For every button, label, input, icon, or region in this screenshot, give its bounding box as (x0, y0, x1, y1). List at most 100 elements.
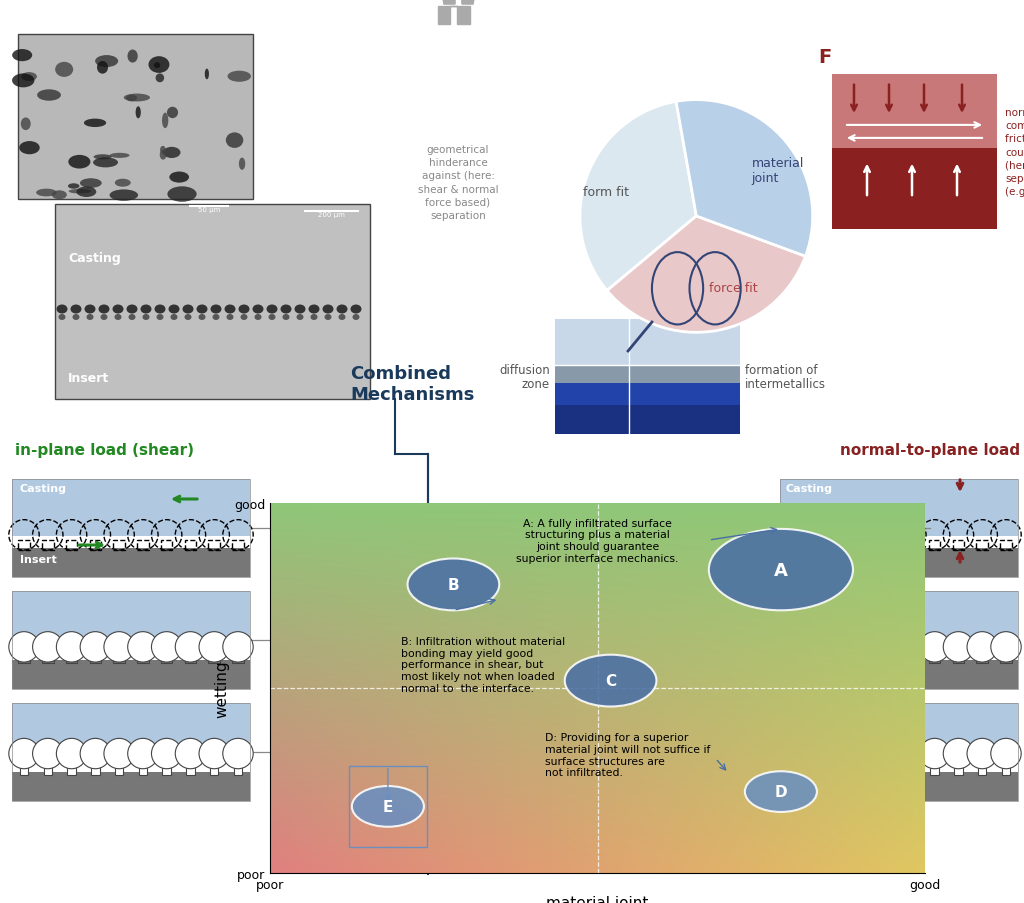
Bar (905, 540, 916, 550)
Ellipse shape (226, 314, 233, 321)
Bar (209, 540, 220, 550)
Text: in-plane load (shear): in-plane load (shear) (15, 442, 194, 458)
Ellipse shape (268, 314, 275, 321)
Ellipse shape (310, 314, 317, 321)
Ellipse shape (56, 305, 68, 314)
Ellipse shape (12, 74, 35, 88)
Bar (42, 540, 53, 550)
Ellipse shape (339, 314, 345, 321)
Ellipse shape (350, 305, 361, 314)
Polygon shape (438, 7, 470, 25)
Bar (831, 75, 997, 149)
Circle shape (152, 739, 182, 768)
Bar (780, 660, 1018, 689)
Bar (857, 540, 869, 550)
Ellipse shape (266, 305, 278, 314)
Ellipse shape (19, 142, 40, 155)
Ellipse shape (71, 305, 82, 314)
Circle shape (128, 739, 158, 768)
Ellipse shape (295, 305, 305, 314)
Circle shape (352, 787, 424, 827)
Ellipse shape (58, 314, 66, 321)
Bar (12, 703, 250, 760)
Bar (780, 479, 1018, 577)
Ellipse shape (84, 119, 106, 128)
Circle shape (199, 632, 229, 662)
Bar (186, 760, 195, 775)
Text: C: C (605, 674, 616, 688)
Bar (114, 653, 125, 663)
Bar (786, 653, 798, 663)
Ellipse shape (160, 151, 167, 161)
Circle shape (744, 771, 817, 812)
Ellipse shape (115, 314, 122, 321)
Bar (952, 540, 965, 550)
Text: diffusion
zone: diffusion zone (500, 363, 550, 391)
Bar (55, 205, 370, 399)
Ellipse shape (154, 63, 161, 69)
Circle shape (920, 632, 950, 662)
Bar (834, 540, 846, 550)
Circle shape (9, 739, 39, 768)
Text: Combined
Mechanisms: Combined Mechanisms (350, 365, 474, 404)
Circle shape (223, 739, 253, 768)
Bar (232, 540, 244, 550)
Ellipse shape (69, 155, 90, 170)
Text: F: F (818, 48, 831, 67)
Ellipse shape (80, 179, 101, 189)
Circle shape (943, 632, 974, 662)
Ellipse shape (169, 172, 189, 183)
Circle shape (408, 559, 500, 610)
Bar (906, 760, 915, 775)
Bar (780, 703, 1018, 801)
Ellipse shape (163, 148, 180, 159)
Bar (137, 540, 148, 550)
Bar (780, 591, 1018, 689)
Bar (18, 653, 30, 663)
Ellipse shape (308, 305, 319, 314)
Ellipse shape (239, 158, 245, 171)
Ellipse shape (227, 71, 251, 83)
Bar (931, 760, 939, 775)
Ellipse shape (126, 96, 137, 102)
Ellipse shape (199, 314, 206, 321)
Bar (836, 760, 844, 775)
Ellipse shape (211, 305, 221, 314)
Bar (883, 760, 891, 775)
Ellipse shape (69, 190, 91, 194)
Ellipse shape (140, 305, 152, 314)
Y-axis label: wetting: wetting (215, 659, 229, 717)
Bar (68, 760, 76, 775)
Text: 50 μm: 50 μm (198, 207, 220, 213)
Ellipse shape (97, 62, 109, 75)
Bar (882, 653, 893, 663)
Ellipse shape (281, 305, 292, 314)
Circle shape (565, 655, 656, 707)
Ellipse shape (352, 314, 359, 321)
Bar (929, 653, 940, 663)
Text: A: A (774, 561, 787, 579)
Ellipse shape (325, 314, 332, 321)
Text: material
joint: material joint (752, 156, 804, 184)
Ellipse shape (171, 314, 177, 321)
Circle shape (848, 632, 879, 662)
X-axis label: material joint: material joint (547, 895, 648, 903)
Bar (115, 760, 123, 775)
Bar (1001, 760, 1011, 775)
Bar (89, 540, 101, 550)
Bar (555, 320, 740, 366)
Ellipse shape (77, 187, 96, 198)
Text: D: D (774, 784, 787, 799)
Circle shape (56, 632, 87, 662)
Ellipse shape (253, 305, 263, 314)
Ellipse shape (128, 314, 135, 321)
Circle shape (709, 529, 853, 610)
Circle shape (777, 632, 807, 662)
Bar (555, 384, 740, 405)
Circle shape (967, 632, 997, 662)
Bar (905, 653, 916, 663)
Ellipse shape (135, 107, 141, 119)
Ellipse shape (297, 314, 303, 321)
Circle shape (801, 632, 830, 662)
Circle shape (920, 739, 950, 768)
